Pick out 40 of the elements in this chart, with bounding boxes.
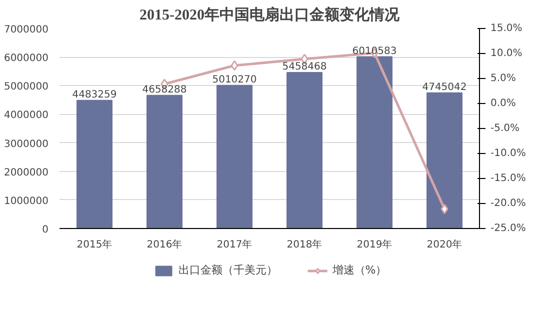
- x-tick-label: 2017年: [216, 238, 252, 250]
- y-tick-label: 3000000: [4, 138, 49, 150]
- y2-tick-label: 15.0%: [490, 23, 522, 34]
- y-tick-label: 6000000: [4, 53, 49, 64]
- chart-title: 2015-2020年中国电扇出口金额变化情况: [140, 6, 400, 24]
- bar: [146, 94, 182, 228]
- y-tick-label: 1000000: [4, 196, 49, 207]
- data-label: 5458468: [282, 62, 327, 73]
- y2-tick-label: -25.0%: [490, 223, 526, 234]
- y-tick-label: 4000000: [4, 110, 49, 122]
- point: [440, 204, 448, 214]
- legend-label: 出口金额（千美元）: [178, 262, 278, 278]
- y2-tick-label: 5.0%: [490, 73, 516, 84]
- y2-tick-label: -10.0%: [490, 148, 526, 159]
- y2-tick-label: -20.0%: [490, 198, 526, 209]
- data-label: 6010583: [352, 46, 397, 57]
- y2-tick-label: -15.0%: [490, 173, 526, 184]
- bar: [286, 72, 322, 228]
- bar: [76, 100, 112, 228]
- data-label: 4483259: [72, 89, 117, 100]
- y2-tick-label: 10.0%: [490, 48, 522, 59]
- data-label: 4745042: [422, 82, 467, 93]
- y2-tick-label: 0.0%: [490, 98, 516, 109]
- y-tick-label: 5000000: [4, 82, 49, 93]
- data-label: 5010270: [212, 74, 257, 86]
- bar: [216, 84, 252, 228]
- y-tick-label: 2000000: [4, 167, 49, 178]
- x-tick-label: 2019年: [356, 238, 392, 250]
- y2-tick-label: -5.0%: [490, 123, 520, 134]
- bar: [356, 56, 392, 228]
- y-tick-label: 0: [42, 224, 49, 236]
- data-label: 4658288: [142, 84, 187, 96]
- x-tick-label: 2020年: [426, 238, 462, 250]
- point: [230, 60, 238, 71]
- y-tick-label: 7000000: [4, 24, 49, 36]
- bar: [426, 92, 462, 228]
- x-tick-label: 2015年: [76, 238, 112, 250]
- x-tick-label: 2018年: [286, 238, 322, 250]
- x-tick-label: 2016年: [146, 238, 182, 250]
- legend-label: 增速（%）: [332, 262, 387, 278]
